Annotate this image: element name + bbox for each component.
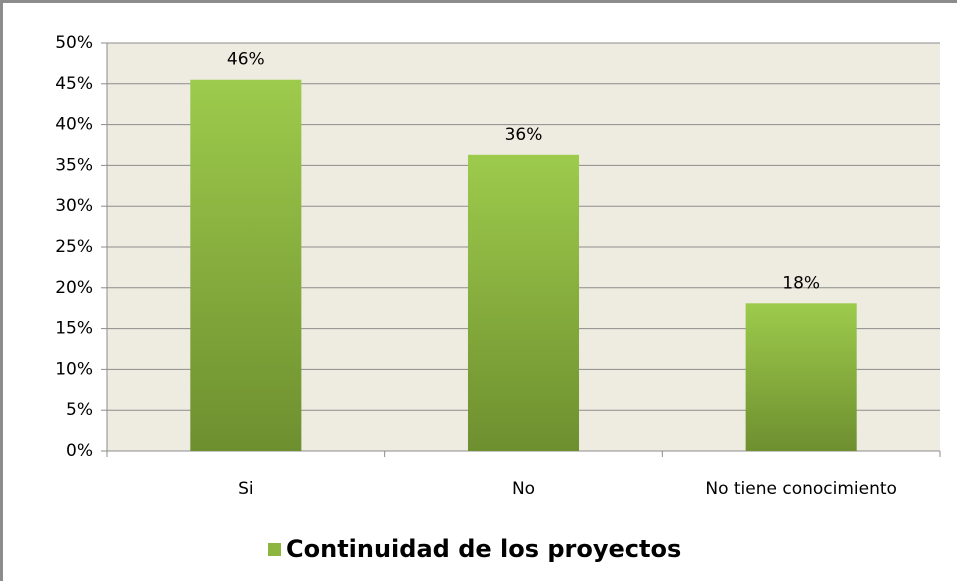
y-tick-label: 15%: [55, 319, 93, 339]
y-tick-label: 10%: [55, 359, 93, 379]
bar: [745, 303, 857, 451]
legend-text: Continuidad de los proyectos: [286, 535, 681, 563]
y-tick-label: 0%: [66, 441, 93, 461]
y-tick-label: 50%: [55, 33, 93, 53]
y-tick-label: 20%: [55, 278, 93, 298]
x-tick-label: No tiene conocimiento: [705, 479, 897, 499]
x-tick-label: No: [512, 479, 535, 499]
y-tick-label: 35%: [55, 155, 93, 175]
data-label: 18%: [782, 273, 820, 293]
data-label: 36%: [505, 125, 543, 145]
y-tick-label: 25%: [55, 237, 93, 257]
y-tick-label: 5%: [66, 400, 93, 420]
data-label: 46%: [227, 50, 265, 70]
legend-swatch: [268, 543, 281, 556]
y-tick-label: 30%: [55, 196, 93, 216]
y-tick-label: 45%: [55, 74, 93, 94]
x-tick-label: Si: [238, 479, 254, 499]
y-tick-label: 40%: [55, 115, 93, 135]
bar: [190, 79, 302, 451]
bar: [467, 154, 580, 452]
